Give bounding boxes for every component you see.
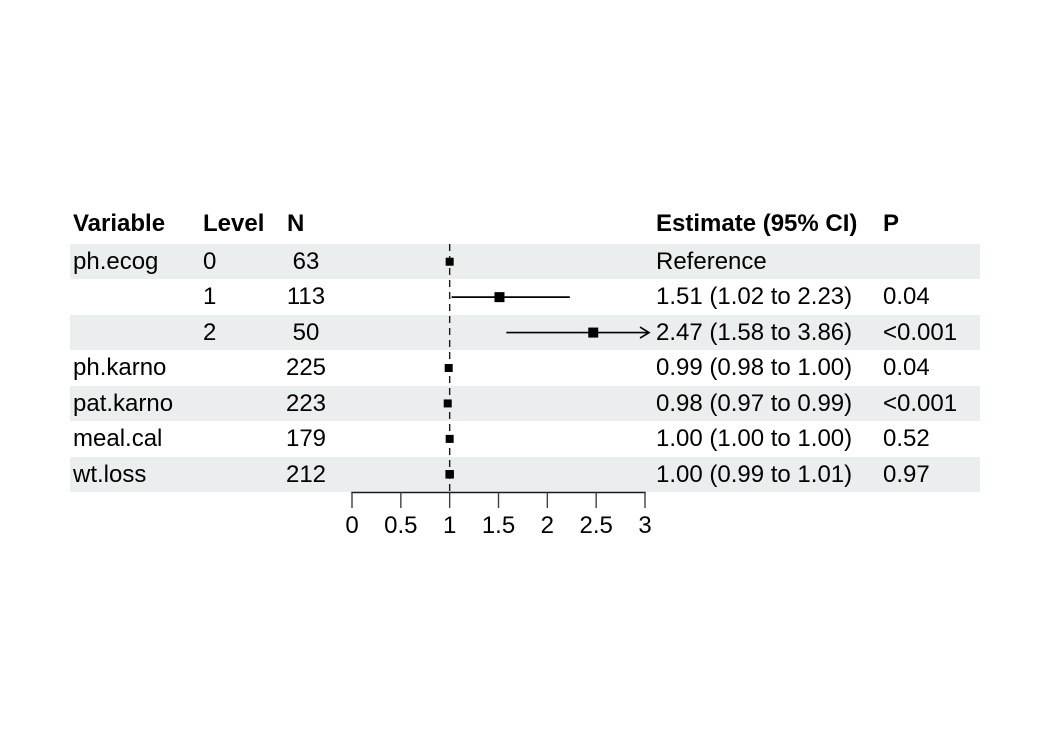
table-row-ph-ecog-0: ph.ecog 0 63 Reference — [70, 244, 980, 280]
cell-estimate: 0.98 (0.97 to 0.99) — [656, 389, 853, 417]
cell-estimate: 0.99 (0.98 to 1.00) — [656, 354, 853, 382]
cell-variable: ph.karno — [73, 354, 167, 382]
header-n: N — [287, 210, 305, 237]
cell-p-value: 0.52 — [883, 425, 930, 453]
cell-n: 179 — [285, 425, 327, 453]
header-variable: Variable — [73, 210, 166, 237]
cell-variable: meal.cal — [73, 425, 163, 453]
table-row-ph-ecog-1: 1 113 1.51 (1.02 to 2.23) 0.04 — [70, 279, 980, 314]
table-row-wt-loss: wt.loss 212 1.00 (0.99 to 1.01) 0.97 — [70, 456, 980, 492]
cell-n: 212 — [285, 460, 327, 488]
x-axis-tick-label: 2.5 — [579, 512, 612, 539]
x-axis-tick-label: 0.5 — [384, 512, 417, 539]
cell-n: 113 — [286, 283, 326, 311]
cell-variable: wt.loss — [73, 460, 147, 488]
forest-table: Variable Level N Estimate (95% CI) P ph.… — [70, 204, 980, 492]
cell-n: 50 — [292, 318, 320, 346]
cell-estimate: Reference — [656, 248, 767, 275]
cell-p-value: 0.97 — [883, 460, 930, 488]
cell-level: 0 — [203, 248, 217, 275]
header-p: P — [883, 210, 900, 237]
table-header-row: Variable Level N Estimate (95% CI) P — [70, 204, 980, 244]
x-axis-tick-label: 1.5 — [482, 512, 515, 539]
cell-variable: pat.karno — [73, 389, 174, 417]
table-row-ph-karno: ph.karno 225 0.99 (0.98 to 1.00) 0.04 — [70, 350, 980, 385]
header-level: Level — [203, 210, 265, 237]
table-row-pat-karno: pat.karno 223 0.98 (0.97 to 0.99) <0.001 — [70, 385, 980, 422]
table-row-ph-ecog-2: 2 50 2.47 (1.58 to 3.86) <0.001 — [70, 314, 980, 351]
x-axis-tick-label: 2 — [541, 512, 554, 539]
cell-p-value: <0.001 — [883, 318, 958, 346]
cell-n: 225 — [285, 354, 327, 382]
cell-estimate: 1.00 (0.99 to 1.01) — [656, 460, 853, 488]
cell-n: 63 — [292, 248, 320, 275]
cell-estimate: 1.00 (1.00 to 1.00) — [656, 425, 853, 453]
cell-level: 2 — [203, 318, 217, 346]
cell-variable: ph.ecog — [73, 248, 159, 275]
cell-p-value: 0.04 — [883, 354, 930, 382]
x-axis-tick-label: 0 — [345, 512, 358, 539]
cell-estimate: 1.51 (1.02 to 2.23) — [656, 283, 853, 311]
x-axis-tick-label: 3 — [638, 512, 651, 539]
cell-level: 1 — [203, 283, 217, 311]
cell-n: 223 — [285, 389, 327, 417]
header-estimate: Estimate (95% CI) — [656, 210, 858, 237]
cell-p-value: 0.04 — [883, 283, 930, 311]
cell-estimate: 2.47 (1.58 to 3.86) — [656, 318, 853, 346]
x-axis-tick-label: 1 — [443, 512, 456, 539]
cell-p-value: <0.001 — [883, 389, 958, 417]
table-row-meal-cal: meal.cal 179 1.00 (1.00 to 1.00) 0.52 — [70, 421, 980, 456]
